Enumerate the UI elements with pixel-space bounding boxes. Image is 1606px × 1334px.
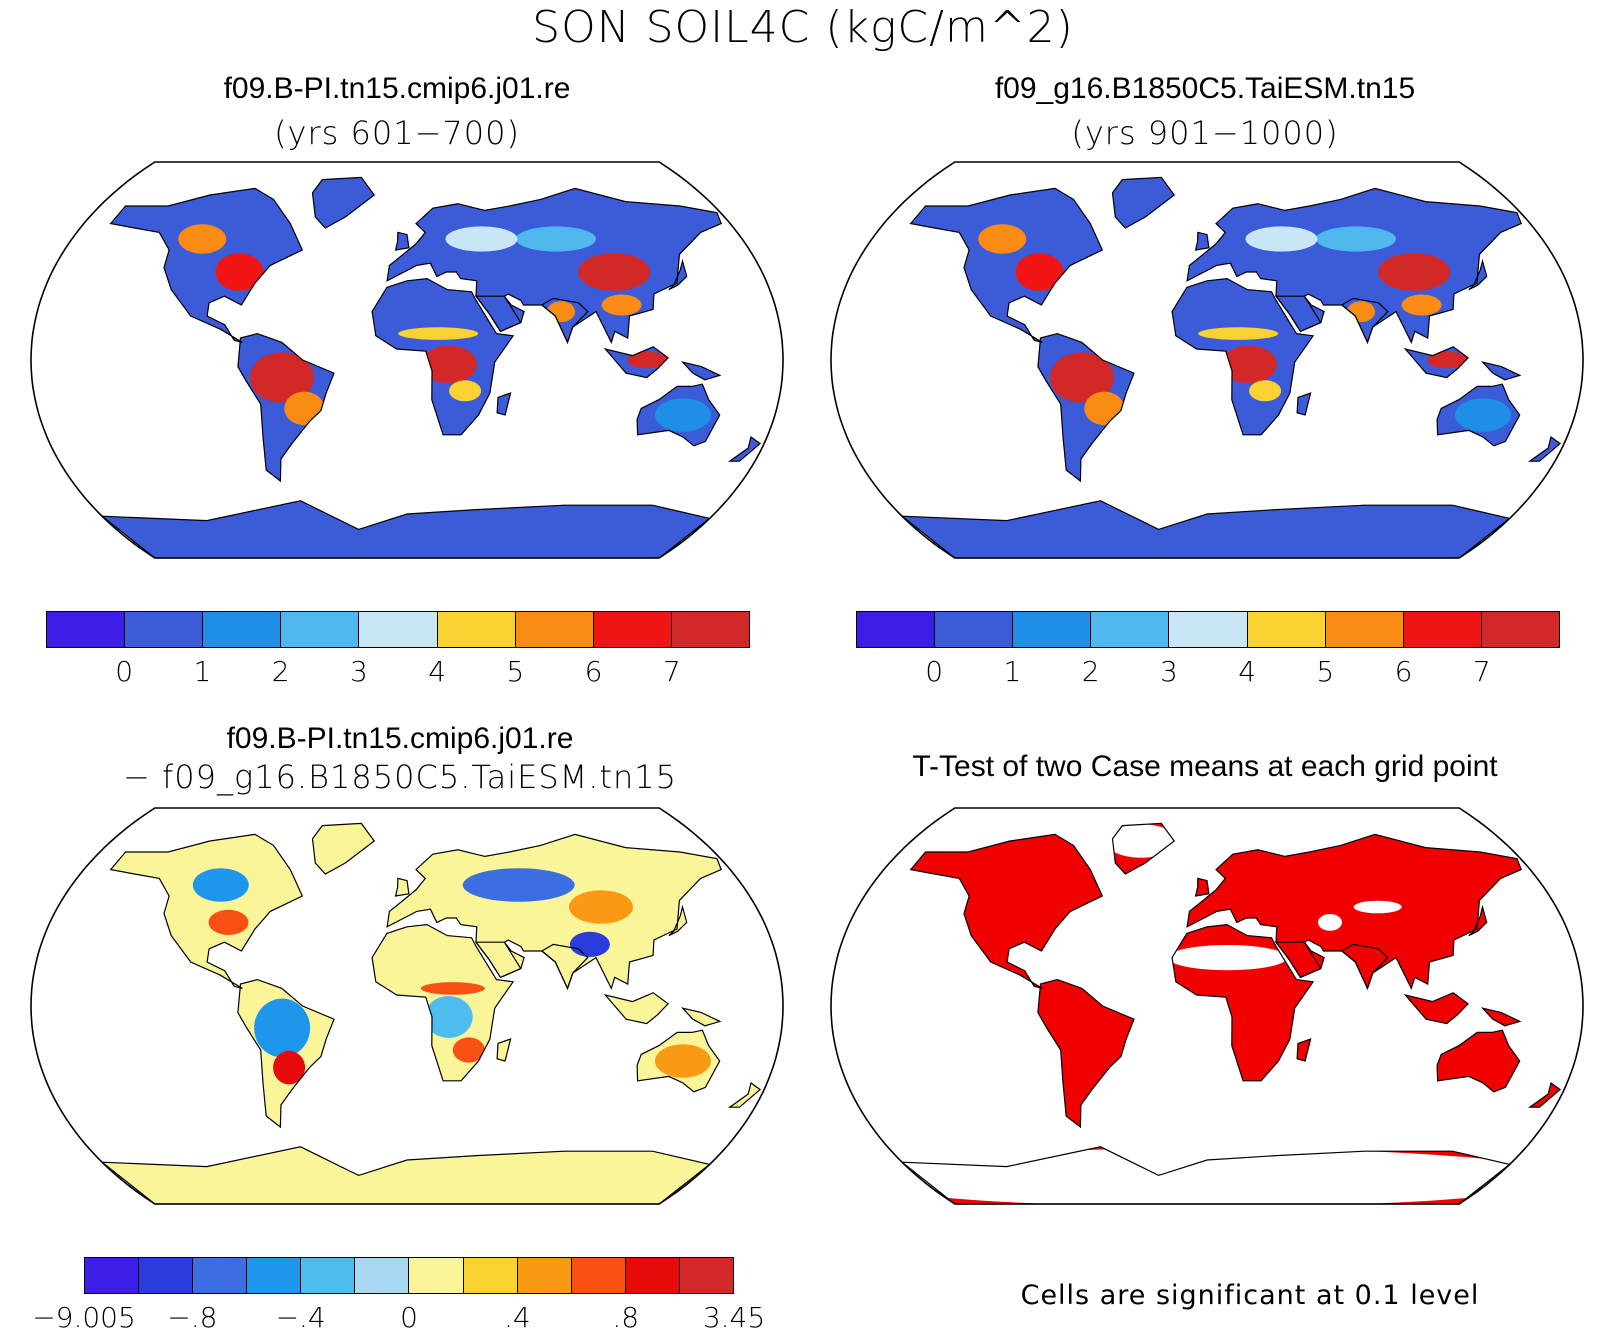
colorbar-box — [1247, 612, 1326, 647]
map-ttest — [830, 807, 1584, 1205]
colorbar-case1 — [46, 611, 750, 648]
colorbar-tick-label: .4 — [503, 1301, 531, 1334]
significance-note: Cells are significant at 0.1 level — [1020, 1280, 1480, 1311]
colorbar-tick-label: 2 — [1081, 655, 1100, 688]
colorbar-box — [671, 612, 749, 647]
colorbar-tick-label: 6 — [584, 655, 603, 688]
colorbar-box — [1325, 612, 1404, 647]
colorbar-box — [47, 612, 126, 647]
colorbar-tick-label: 2 — [271, 655, 290, 688]
colorbar-case2 — [856, 611, 1560, 648]
colorbar-box — [203, 612, 282, 647]
colorbar-tick-label: .8 — [612, 1301, 640, 1334]
colorbar-tick-label: 5 — [506, 655, 525, 688]
colorbar-tick-label: 3 — [1159, 655, 1178, 688]
colorbar-box — [193, 1258, 248, 1293]
colorbar-tick-label: 4 — [1238, 655, 1257, 688]
map-difference — [30, 807, 784, 1205]
colorbar-box — [281, 612, 360, 647]
colorbar-tick-label: 4 — [428, 655, 447, 688]
colorbar-tick-label: 3.45 — [702, 1301, 766, 1334]
colorbar-box — [355, 1258, 410, 1293]
colorbar-box — [1169, 612, 1248, 647]
colorbar-box — [409, 1258, 464, 1293]
colorbar-box — [593, 612, 672, 647]
colorbar-box — [125, 612, 204, 647]
colorbar-box — [679, 1258, 733, 1293]
colorbar-tick-label: 1 — [193, 655, 212, 688]
colorbar-box — [1481, 612, 1559, 647]
colorbar-box — [247, 1258, 302, 1293]
colorbar-tick-label: 0 — [115, 655, 134, 688]
colorbar-box — [935, 612, 1014, 647]
colorbar-tick-label: 7 — [1472, 655, 1491, 688]
colorbar-box — [1403, 612, 1482, 647]
panel1-title: f09.B-PI.tn15.cmip6.j01.re — [223, 72, 571, 105]
colorbar-tick-label: 7 — [662, 655, 681, 688]
panel3-title: f09.B-PI.tn15.cmip6.j01.re — [226, 722, 574, 755]
colorbar-difference — [84, 1257, 734, 1294]
colorbar-box — [1013, 612, 1092, 647]
colorbar-box — [437, 612, 516, 647]
colorbar-tick-label: 1 — [1003, 655, 1022, 688]
map-case1 — [30, 161, 784, 559]
colorbar-box — [359, 612, 438, 647]
panel1-subtitle: (yrs 601−700) — [274, 114, 520, 152]
colorbar-tick-label: −.4 — [275, 1301, 326, 1334]
colorbar-box — [463, 1258, 518, 1293]
colorbar-tick-label: 5 — [1316, 655, 1335, 688]
colorbar-box — [571, 1258, 626, 1293]
panel4-title: T-Test of two Case means at each grid po… — [912, 750, 1498, 783]
colorbar-box — [85, 1258, 140, 1293]
colorbar-tick-label: −.8 — [167, 1301, 218, 1334]
colorbar-box — [301, 1258, 356, 1293]
colorbar-box — [625, 1258, 680, 1293]
panel3-subtitle: − f09_g16.B1850C5.TaiESM.tn15 — [123, 758, 677, 796]
colorbar-tick-label: −9.005 — [32, 1301, 136, 1334]
colorbar-tick-label: 0 — [925, 655, 944, 688]
colorbar-tick-label: 3 — [349, 655, 368, 688]
map-case2 — [830, 161, 1584, 559]
colorbar-box — [515, 612, 594, 647]
colorbar-box — [517, 1258, 572, 1293]
colorbar-tick-label: 0 — [400, 1301, 418, 1334]
figure-title: SON SOIL4C (kgC/m^2) — [532, 2, 1074, 53]
panel2-subtitle: (yrs 901−1000) — [1071, 114, 1339, 152]
colorbar-box — [1091, 612, 1170, 647]
colorbar-box — [857, 612, 936, 647]
colorbar-box — [139, 1258, 194, 1293]
panel2-title: f09_g16.B1850C5.TaiESM.tn15 — [994, 72, 1416, 105]
colorbar-tick-label: 6 — [1394, 655, 1413, 688]
